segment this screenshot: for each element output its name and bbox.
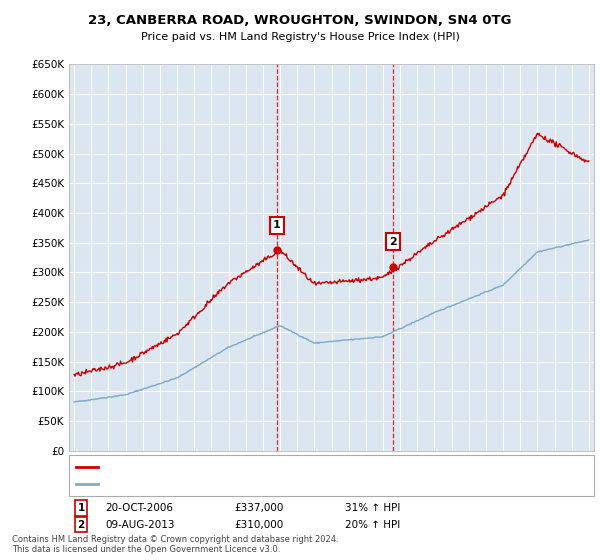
- Text: 23, CANBERRA ROAD, WROUGHTON, SWINDON, SN4 0TG (detached house): 23, CANBERRA ROAD, WROUGHTON, SWINDON, S…: [102, 461, 472, 472]
- Text: 2: 2: [77, 520, 85, 530]
- Text: 1: 1: [273, 221, 280, 231]
- Text: 20% ↑ HPI: 20% ↑ HPI: [345, 520, 400, 530]
- Text: HPI: Average price, detached house, Swindon: HPI: Average price, detached house, Swin…: [102, 479, 324, 489]
- Text: 20-OCT-2006: 20-OCT-2006: [105, 503, 173, 513]
- Text: This data is licensed under the Open Government Licence v3.0.: This data is licensed under the Open Gov…: [12, 545, 280, 554]
- Text: Price paid vs. HM Land Registry's House Price Index (HPI): Price paid vs. HM Land Registry's House …: [140, 32, 460, 42]
- Text: 1: 1: [77, 503, 85, 513]
- Text: 31% ↑ HPI: 31% ↑ HPI: [345, 503, 400, 513]
- Text: 23, CANBERRA ROAD, WROUGHTON, SWINDON, SN4 0TG: 23, CANBERRA ROAD, WROUGHTON, SWINDON, S…: [88, 14, 512, 27]
- Text: £337,000: £337,000: [234, 503, 283, 513]
- Text: 09-AUG-2013: 09-AUG-2013: [105, 520, 175, 530]
- Text: £310,000: £310,000: [234, 520, 283, 530]
- Text: 2: 2: [389, 236, 397, 246]
- Text: Contains HM Land Registry data © Crown copyright and database right 2024.: Contains HM Land Registry data © Crown c…: [12, 535, 338, 544]
